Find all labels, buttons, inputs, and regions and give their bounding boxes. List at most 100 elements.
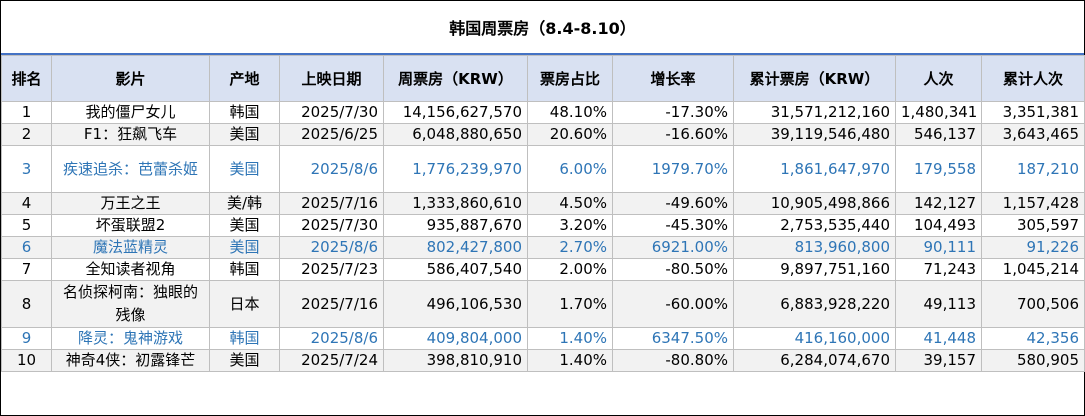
cell-share[interactable]: 1.40% bbox=[527, 349, 613, 372]
cell-weekly[interactable]: 802,427,800 bbox=[383, 236, 528, 259]
cell-admissions[interactable]: 104,493 bbox=[895, 214, 982, 237]
cell-share[interactable]: 48.10% bbox=[527, 101, 613, 124]
cell-total-admissions[interactable]: 42,356 bbox=[981, 327, 1085, 350]
header-origin[interactable]: 产地 bbox=[209, 55, 280, 102]
cell-share[interactable]: 2.00% bbox=[527, 258, 613, 281]
cell-film[interactable]: F1：狂飙飞车 bbox=[51, 123, 210, 146]
header-share[interactable]: 票房占比 bbox=[527, 55, 613, 102]
cell-date[interactable]: 2025/8/6 bbox=[279, 327, 384, 350]
cell-origin[interactable]: 美国 bbox=[209, 236, 280, 259]
cell-date[interactable]: 2025/7/24 bbox=[279, 349, 384, 372]
cell-total-admissions[interactable]: 305,597 bbox=[981, 214, 1085, 237]
cell-origin[interactable]: 美国 bbox=[209, 123, 280, 146]
cell-total[interactable]: 416,160,000 bbox=[733, 327, 896, 350]
cell-origin[interactable]: 美/韩 bbox=[209, 192, 280, 215]
cell-share[interactable]: 3.20% bbox=[527, 214, 613, 237]
cell-share[interactable]: 1.40% bbox=[527, 327, 613, 350]
cell-origin[interactable]: 韩国 bbox=[209, 258, 280, 281]
cell-growth[interactable]: -60.00% bbox=[612, 280, 734, 328]
cell-growth[interactable]: -17.30% bbox=[612, 101, 734, 124]
table-title[interactable]: 韩国周票房（8.4-8.10） bbox=[1, 1, 1084, 55]
cell-rank[interactable]: 5 bbox=[1, 214, 52, 237]
cell-admissions[interactable]: 546,137 bbox=[895, 123, 982, 146]
cell-share[interactable]: 20.60% bbox=[527, 123, 613, 146]
cell-date[interactable]: 2025/6/25 bbox=[279, 123, 384, 146]
cell-date[interactable]: 2025/8/6 bbox=[279, 145, 384, 193]
header-admissions[interactable]: 人次 bbox=[895, 55, 982, 102]
cell-film[interactable]: 坏蛋联盟2 bbox=[51, 214, 210, 237]
cell-admissions[interactable]: 41,448 bbox=[895, 327, 982, 350]
cell-admissions[interactable]: 39,157 bbox=[895, 349, 982, 372]
cell-share[interactable]: 2.70% bbox=[527, 236, 613, 259]
cell-rank[interactable]: 8 bbox=[1, 280, 52, 328]
cell-weekly[interactable]: 398,810,910 bbox=[383, 349, 528, 372]
cell-total[interactable]: 1,861,647,970 bbox=[733, 145, 896, 193]
cell-total[interactable]: 39,119,546,480 bbox=[733, 123, 896, 146]
cell-total-admissions[interactable]: 700,506 bbox=[981, 280, 1085, 328]
cell-rank[interactable]: 6 bbox=[1, 236, 52, 259]
cell-total[interactable]: 31,571,212,160 bbox=[733, 101, 896, 124]
cell-total-admissions[interactable]: 3,643,465 bbox=[981, 123, 1085, 146]
cell-film[interactable]: 疾速追杀：芭蕾杀姬 bbox=[51, 145, 210, 193]
header-growth[interactable]: 增长率 bbox=[612, 55, 734, 102]
cell-film[interactable]: 神奇4侠：初露锋芒 bbox=[51, 349, 210, 372]
cell-total-admissions[interactable]: 1,157,428 bbox=[981, 192, 1085, 215]
cell-total-admissions[interactable]: 3,351,381 bbox=[981, 101, 1085, 124]
cell-growth[interactable]: 1979.70% bbox=[612, 145, 734, 193]
header-rank[interactable]: 排名 bbox=[1, 55, 52, 102]
cell-growth[interactable]: -80.50% bbox=[612, 258, 734, 281]
cell-growth[interactable]: -45.30% bbox=[612, 214, 734, 237]
cell-film[interactable]: 万王之王 bbox=[51, 192, 210, 215]
cell-origin[interactable]: 日本 bbox=[209, 280, 280, 328]
cell-total[interactable]: 6,883,928,220 bbox=[733, 280, 896, 328]
cell-admissions[interactable]: 142,127 bbox=[895, 192, 982, 215]
cell-origin[interactable]: 韩国 bbox=[209, 101, 280, 124]
cell-weekly[interactable]: 14,156,627,570 bbox=[383, 101, 528, 124]
cell-film[interactable]: 全知读者视角 bbox=[51, 258, 210, 281]
cell-total[interactable]: 6,284,074,670 bbox=[733, 349, 896, 372]
cell-total[interactable]: 10,905,498,866 bbox=[733, 192, 896, 215]
cell-film[interactable]: 名侦探柯南：独眼的残像 bbox=[51, 280, 210, 328]
cell-growth[interactable]: -16.60% bbox=[612, 123, 734, 146]
cell-weekly[interactable]: 1,333,860,610 bbox=[383, 192, 528, 215]
header-release-date[interactable]: 上映日期 bbox=[279, 55, 384, 102]
cell-origin[interactable]: 美国 bbox=[209, 349, 280, 372]
cell-share[interactable]: 1.70% bbox=[527, 280, 613, 328]
cell-admissions[interactable]: 49,113 bbox=[895, 280, 982, 328]
cell-growth[interactable]: 6347.50% bbox=[612, 327, 734, 350]
cell-date[interactable]: 2025/8/6 bbox=[279, 236, 384, 259]
cell-admissions[interactable]: 1,480,341 bbox=[895, 101, 982, 124]
cell-origin[interactable]: 美国 bbox=[209, 145, 280, 193]
cell-admissions[interactable]: 71,243 bbox=[895, 258, 982, 281]
cell-weekly[interactable]: 1,776,239,970 bbox=[383, 145, 528, 193]
cell-total-admissions[interactable]: 91,226 bbox=[981, 236, 1085, 259]
cell-growth[interactable]: 6921.00% bbox=[612, 236, 734, 259]
cell-share[interactable]: 4.50% bbox=[527, 192, 613, 215]
cell-rank[interactable]: 3 bbox=[1, 145, 52, 193]
cell-film[interactable]: 降灵：鬼神游戏 bbox=[51, 327, 210, 350]
cell-origin[interactable]: 韩国 bbox=[209, 327, 280, 350]
cell-origin[interactable]: 美国 bbox=[209, 214, 280, 237]
cell-weekly[interactable]: 935,887,670 bbox=[383, 214, 528, 237]
cell-film[interactable]: 我的僵尸女儿 bbox=[51, 101, 210, 124]
cell-date[interactable]: 2025/7/23 bbox=[279, 258, 384, 281]
cell-rank[interactable]: 10 bbox=[1, 349, 52, 372]
cell-weekly[interactable]: 409,804,000 bbox=[383, 327, 528, 350]
header-total-admissions[interactable]: 累计人次 bbox=[981, 55, 1085, 102]
cell-rank[interactable]: 7 bbox=[1, 258, 52, 281]
cell-growth[interactable]: -49.60% bbox=[612, 192, 734, 215]
cell-weekly[interactable]: 6,048,880,650 bbox=[383, 123, 528, 146]
header-weekly-gross[interactable]: 周票房（KRW） bbox=[383, 55, 528, 102]
cell-admissions[interactable]: 90,111 bbox=[895, 236, 982, 259]
cell-date[interactable]: 2025/7/16 bbox=[279, 192, 384, 215]
cell-weekly[interactable]: 586,407,540 bbox=[383, 258, 528, 281]
cell-rank[interactable]: 4 bbox=[1, 192, 52, 215]
cell-admissions[interactable]: 179,558 bbox=[895, 145, 982, 193]
cell-total-admissions[interactable]: 1,045,214 bbox=[981, 258, 1085, 281]
cell-total-admissions[interactable]: 580,905 bbox=[981, 349, 1085, 372]
cell-rank[interactable]: 1 bbox=[1, 101, 52, 124]
cell-total[interactable]: 2,753,535,440 bbox=[733, 214, 896, 237]
cell-total-admissions[interactable]: 187,210 bbox=[981, 145, 1085, 193]
cell-total[interactable]: 813,960,800 bbox=[733, 236, 896, 259]
header-total-gross[interactable]: 累计票房（KRW） bbox=[733, 55, 896, 102]
